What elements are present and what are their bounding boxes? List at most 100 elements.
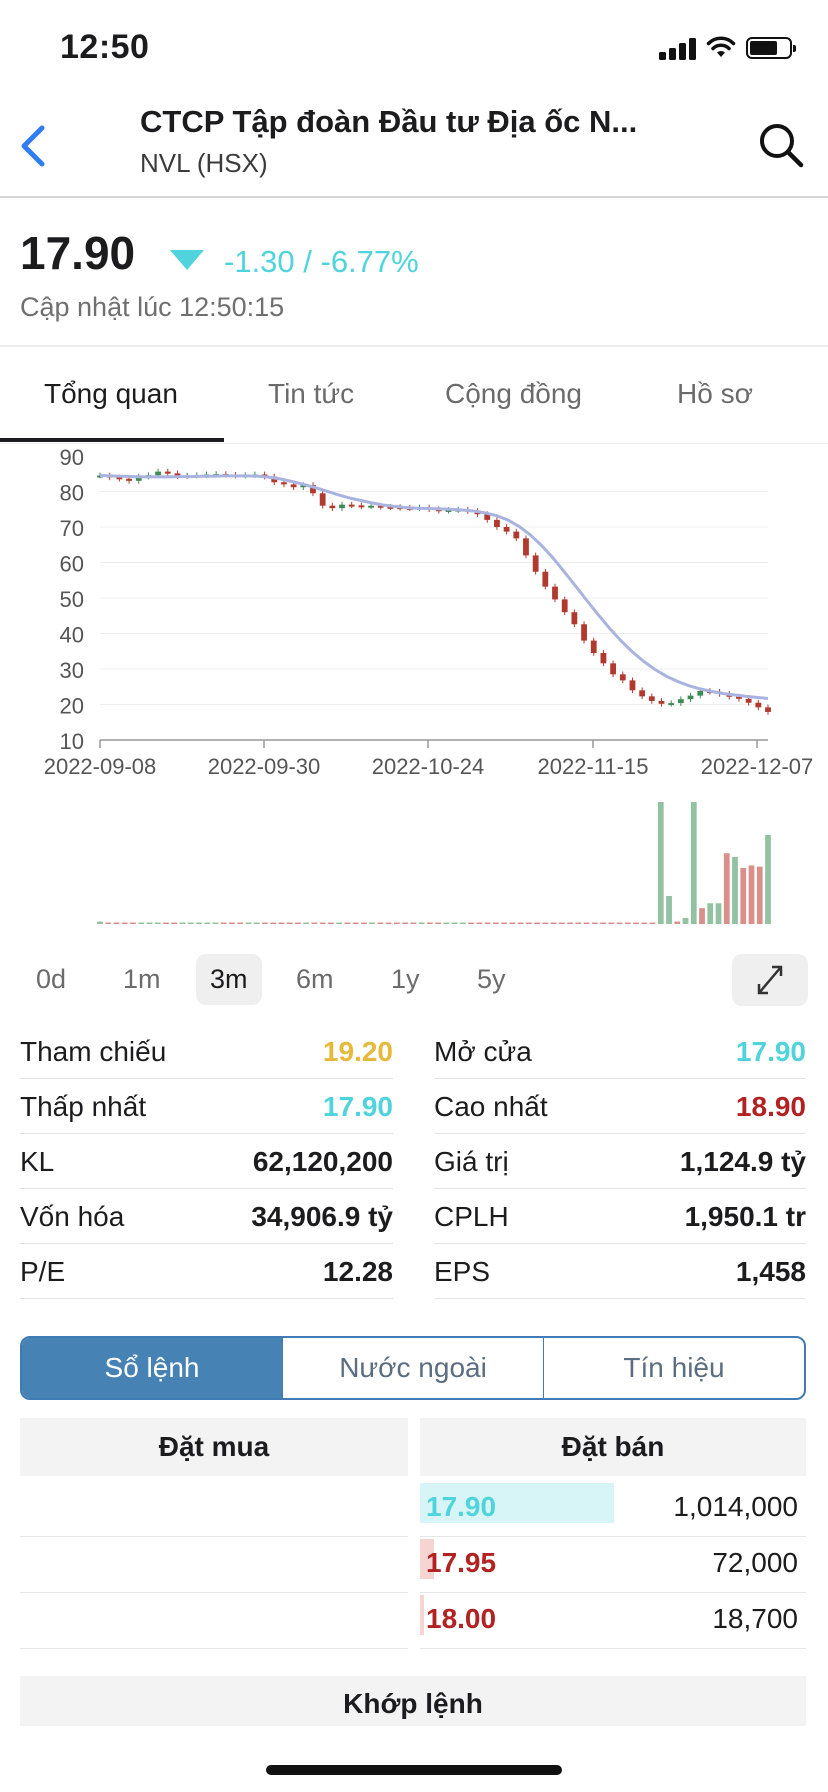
volume-bar [443,922,450,924]
volume-bar [385,922,392,924]
volume-bar [105,922,112,924]
sell-volume: 1,014,000 [673,1491,798,1522]
search-icon[interactable] [756,120,806,170]
tab-news[interactable]: Tin tức [268,378,355,409]
candle-body [377,505,384,508]
y-tick-label: 50 [60,587,84,612]
volume-bar [608,922,615,924]
candle-body [677,699,684,704]
volume-bar [97,921,103,924]
volume-bar [311,922,318,924]
volume-bar [336,922,343,924]
volume-bar [253,922,260,924]
period-0d[interactable]: 0d [36,964,67,994]
volume-bar [328,922,334,924]
x-tick-label: 2022-10-24 [372,754,485,779]
y-tick-label: 80 [60,481,84,506]
buy-row [20,1537,408,1593]
candle-body [581,624,587,641]
volume-bar [575,922,582,924]
volume-bar [649,922,656,924]
tab-bar: Tổng quan Tin tức Cộng đồng Hồ sơ [0,348,828,444]
period-5y[interactable]: 5y [477,964,506,994]
back-chevron-icon[interactable] [14,118,54,174]
tab-profile[interactable]: Hồ sơ [677,378,753,409]
candle-body [174,473,181,477]
sell-price: 17.95 [426,1547,497,1578]
candle-body [648,696,655,701]
update-time: Cập nhật lúc 12:50:15 [20,292,285,322]
sell-header: Đặt bán [420,1418,806,1476]
volume-bar [616,922,623,924]
stat-low: Thấp nhất 17.90 [20,1079,393,1134]
volume-bar [641,922,648,924]
volume-bar [212,922,219,924]
volume-bar [220,922,227,924]
volume-bar [666,895,672,924]
candle-body [513,531,520,539]
period-1y[interactable]: 1y [391,964,420,994]
volume-bar [426,922,433,924]
sell-price: 18.00 [426,1603,497,1634]
candle-body [126,478,132,481]
volume-bar [319,922,326,924]
tab-overview[interactable]: Tổng quan [44,378,178,409]
y-tick-label: 90 [60,445,84,470]
volume-bar [509,922,516,924]
candle-body [164,471,171,474]
volume-bar [674,921,681,924]
sell-row[interactable]: 17.95 72,000 [420,1537,806,1593]
volume-bar [468,922,474,924]
period-6m[interactable]: 6m [296,964,334,994]
period-3m[interactable]: 3m [196,954,262,1005]
volume-bar [550,922,557,924]
stat-eps: EPS 1,458 [434,1244,806,1299]
company-title: CTCP Tập đoàn Đầu tư Địa ốc N... [140,104,638,139]
volume-bar [633,922,639,924]
stat-label: EPS [434,1256,491,1287]
wifi-icon [706,36,736,57]
segment-foreign[interactable]: Nước ngoài [282,1338,543,1398]
volume-bar [163,922,169,924]
divider [0,345,828,347]
volume-bar [418,922,425,924]
volume-bar [591,922,598,924]
period-selector: 0d 1m 3m 6m 1y 5y [0,950,828,1010]
buy-header: Đặt mua [20,1418,408,1476]
stat-label: KL [20,1146,55,1177]
expand-button[interactable] [732,954,808,1006]
stat-label: Vốn hóa [20,1201,125,1232]
stat-value-traded: Giá trị 1,124.9 tỷ [434,1134,806,1189]
candle-body [310,485,316,494]
candle-body [523,538,529,556]
segment-signals[interactable]: Tín hiệu [543,1338,804,1398]
y-tick-label: 30 [60,658,84,683]
stat-label: Thấp nhất [20,1091,147,1122]
matched-orders-header[interactable]: Khớp lệnh [20,1676,806,1726]
volume-bar [484,922,491,924]
volume-bar [435,922,442,924]
sell-row[interactable]: 18.00 18,700 [420,1593,806,1649]
volume-bar [229,922,235,924]
volume-bar [534,922,540,924]
segment-order-book[interactable]: Sổ lệnh [22,1338,282,1398]
moving-average-line [99,474,769,700]
candle-body [387,506,394,509]
stat-open: Mở cửa 17.90 [434,1024,806,1079]
candle-body [281,482,287,485]
x-tick-label: 2022-12-07 [701,754,814,779]
volume-bar [748,865,755,924]
home-indicator[interactable] [266,1765,562,1775]
expand-icon [757,965,783,995]
y-tick-label: 20 [60,694,84,719]
volume-bar [179,922,186,924]
sell-volume: 72,000 [712,1547,798,1578]
volume-bar [187,922,194,924]
buy-row [20,1593,408,1649]
candle-body [319,493,326,506]
period-1m[interactable]: 1m [123,964,161,994]
volume-bar [657,802,664,924]
tab-community[interactable]: Cộng đồng [445,378,583,409]
sell-row[interactable]: 17.90 1,014,000 [420,1481,806,1537]
